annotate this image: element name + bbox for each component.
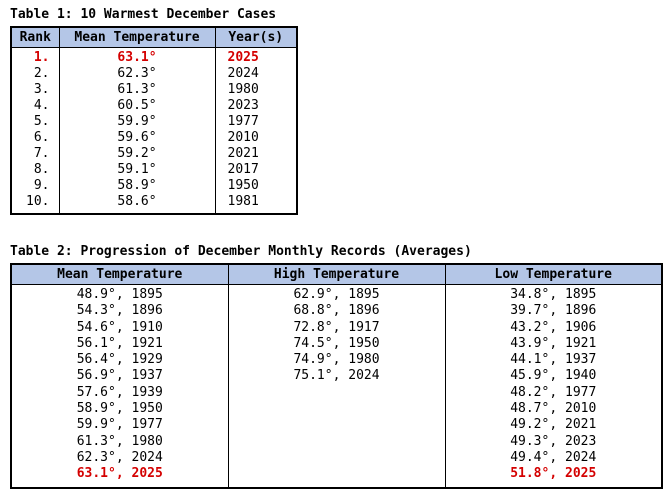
table1-header-years: Year(s) [214,26,298,48]
record-entry: 57.6°, 1939 [76,384,163,400]
high-temperature-column: 62.9°, 1895 68.8°, 1896 72.8°, 1917 74.5… [227,284,446,488]
record-entry: 54.3°, 1896 [76,303,163,319]
record-entry: 44.1°, 1937 [510,352,597,368]
record-entry: 43.9°, 1921 [510,335,597,351]
table-row: 8. 59.1° 2017 [10,162,298,178]
table2-header-high-temperature: High Temperature [227,263,446,285]
temp-cell: 62.3° [58,66,216,82]
year-cell: 2021 [214,146,298,162]
table-row: 7. 59.2° 2021 [10,146,298,162]
table2-title: Table 2: Progression of December Monthly… [10,244,472,259]
year-cell: 2017 [214,162,298,178]
table2-header-mean-temperature: Mean Temperature [10,263,229,285]
year-cell: 1980 [214,82,298,98]
table2-header-low-temperature: Low Temperature [444,263,663,285]
rank-cell: 6. [10,130,60,146]
mean-temperature-column: 48.9°, 1895 54.3°, 1896 54.6°, 1910 56.1… [10,284,229,488]
record-entry: 48.7°, 2010 [510,401,597,417]
temp-cell: 59.9° [58,114,216,130]
record-entry: 59.9°, 1977 [76,417,163,433]
record-entry: 74.9°, 1980 [293,352,380,368]
record-entry: 49.2°, 2021 [510,417,597,433]
rank-cell: 4. [10,98,60,114]
table-row: 10. 58.6° 1981 [10,194,298,214]
record-entry: 48.2°, 1977 [510,384,597,400]
temp-cell: 59.6° [58,130,216,146]
record-entry: 62.9°, 1895 [293,287,380,302]
warmest-december-table: Rank Mean Temperature Year(s) 1. 63.1° 2… [10,26,298,215]
year-cell: 2023 [214,98,298,114]
year-cell: 2024 [214,66,298,82]
table2-header: Mean Temperature High Temperature Low Te… [10,263,663,285]
rank-cell: 10. [10,194,60,214]
rank-cell: 3. [10,82,60,98]
record-entry: 49.4°, 2024 [510,449,597,465]
record-entry: 34.8°, 1895 [510,287,597,302]
rank-cell: 1. [10,47,60,66]
record-entry-current: 63.1°, 2025 [76,466,163,482]
rank-cell: 9. [10,178,60,194]
temp-cell: 58.9° [58,178,216,194]
record-entry: 56.9°, 1937 [76,368,163,384]
record-entry: 58.9°, 1950 [76,401,163,417]
record-entry: 39.7°, 1896 [510,303,597,319]
table2-body: 48.9°, 1895 54.3°, 1896 54.6°, 1910 56.1… [10,284,663,488]
table2-data-row: 48.9°, 1895 54.3°, 1896 54.6°, 1910 56.1… [10,284,663,488]
record-entry: 54.6°, 1910 [76,319,163,335]
record-entry: 45.9°, 1940 [510,368,597,384]
temp-cell: 60.5° [58,98,216,114]
table-row: 1. 63.1° 2025 [10,47,298,66]
record-entry: 72.8°, 1917 [293,319,380,335]
record-entry: 75.1°, 2024 [293,368,380,384]
record-entry: 62.3°, 2024 [76,449,163,465]
year-cell: 1981 [214,194,298,214]
year-cell: 1977 [214,114,298,130]
table-row: 5. 59.9° 1977 [10,114,298,130]
low-temperature-column: 34.8°, 1895 39.7°, 1896 43.2°, 1906 43.9… [444,284,663,488]
table1-body: 1. 63.1° 2025 2. 62.3° 2024 3. 61.3° 198… [10,47,298,214]
table1-title: Table 1: 10 Warmest December Cases [10,7,277,22]
temp-cell: 58.6° [58,194,216,214]
temp-cell: 59.1° [58,162,216,178]
temp-cell: 61.3° [58,82,216,98]
record-entry: 74.5°, 1950 [293,335,380,351]
rank-cell: 8. [10,162,60,178]
table1-header: Rank Mean Temperature Year(s) [10,26,298,48]
temp-cell: 59.2° [58,146,216,162]
table-row: 2. 62.3° 2024 [10,66,298,82]
table2-header-row: Mean Temperature High Temperature Low Te… [10,263,663,285]
table-row: 4. 60.5° 2023 [10,98,298,114]
record-entry: 43.2°, 1906 [510,319,597,335]
table-row: 6. 59.6° 2010 [10,130,298,146]
year-cell: 2025 [214,47,298,66]
table1-header-row: Rank Mean Temperature Year(s) [10,26,298,48]
record-entry: 68.8°, 1896 [293,303,380,319]
table1-header-mean-temperature: Mean Temperature [58,26,216,48]
table-row: 9. 58.9° 1950 [10,178,298,194]
rank-cell: 5. [10,114,60,130]
table-row: 3. 61.3° 1980 [10,82,298,98]
year-cell: 2010 [214,130,298,146]
record-entry: 56.1°, 1921 [76,335,163,351]
record-entry: 56.4°, 1929 [76,352,163,368]
record-entry-current: 51.8°, 2025 [510,466,597,482]
record-entry: 49.3°, 2023 [510,433,597,449]
record-entry: 48.9°, 1895 [76,287,163,302]
temp-cell: 63.1° [58,47,216,66]
year-cell: 1950 [214,178,298,194]
december-records-progression-table: Mean Temperature High Temperature Low Te… [10,263,663,489]
record-entry: 61.3°, 1980 [76,433,163,449]
rank-cell: 2. [10,66,60,82]
rank-cell: 7. [10,146,60,162]
table1-header-rank: Rank [10,26,60,48]
